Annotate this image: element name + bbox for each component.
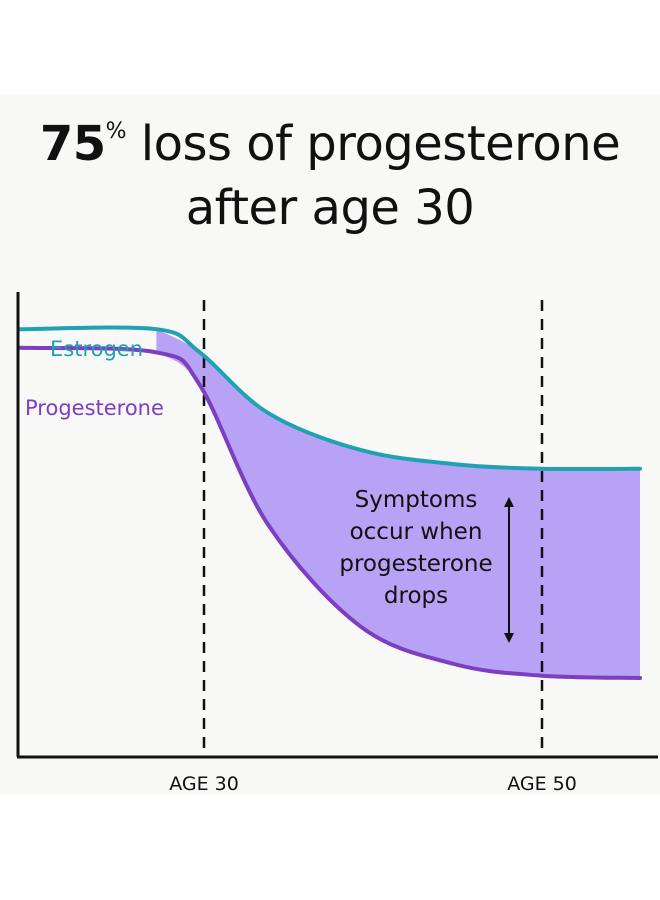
annotation-line-1: Symptoms [355,487,478,513]
annotation-line-4: drops [384,583,448,609]
title-percent-sign: % [105,119,127,144]
estrogen-series-line [18,325,642,472]
title-number: 75 [39,116,106,172]
title-line-1: 75% loss of progesterone [0,100,660,176]
x-tick-label-age-30: AGE 30 [169,773,239,795]
progesterone-gap-area [156,329,640,678]
title-line-2: after age 30 [185,180,475,236]
annotation-line-3: progesterone [339,551,492,577]
estrogen-legend-label: Estrogen [50,337,143,361]
page-title: 75% loss of progesterone after age 30 [0,100,660,240]
x-tick-label-age-50: AGE 50 [507,773,577,795]
title-line-1-text: loss of progesterone [126,116,621,172]
progesterone-legend-label: Progesterone [25,396,164,420]
annotation-line-2: occur when [350,519,483,545]
progesterone-series-line [18,345,642,680]
